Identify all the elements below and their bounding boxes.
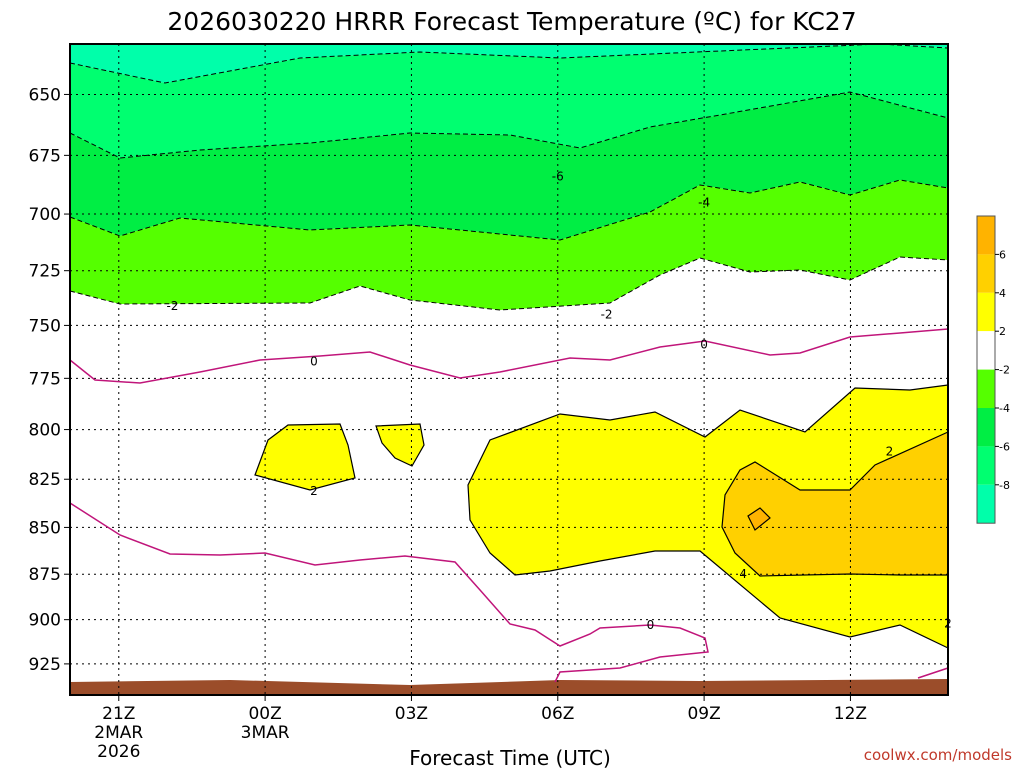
y-tick-label-3: 725: [29, 262, 61, 282]
fill-gt2-b: [376, 424, 424, 466]
y-tick-label-5: 775: [29, 369, 61, 389]
y-tick-label-6: 800: [29, 421, 61, 441]
y-tick-label-9: 875: [29, 565, 61, 585]
colorbar: 6 4 2 -2 -4 -6 -8: [976, 215, 1010, 524]
contour-label-2: -2: [166, 299, 178, 313]
contour-two-b: [375, 423, 425, 467]
x-tick-label-0-0: 21Z: [102, 704, 135, 724]
fill-gt2-a: [255, 424, 355, 490]
contour-minus4: [69, 179, 949, 241]
colorbar-bin-2: [977, 292, 995, 332]
x-axis-label: Forecast Time (UTC): [409, 746, 611, 768]
contour-label-4: 0: [310, 355, 318, 369]
x-tick-label-0-1: 2MAR: [94, 723, 143, 743]
contour-label-7: 2: [310, 484, 318, 498]
fill-minus6-minus4: [70, 92, 948, 240]
colorbar-label-3: -2: [999, 364, 1010, 377]
colorbar-label-2: 2: [999, 325, 1006, 338]
contour-zero-upper: [69, 328, 949, 384]
contour-label-3: -2: [601, 308, 613, 322]
contour-two-lines: [254, 384, 949, 649]
contour-two-c: [467, 384, 949, 649]
contour-label-5: 0: [700, 338, 708, 352]
colorbar-bin-6: [977, 446, 995, 485]
contour-minus2: [69, 256, 949, 311]
colorbar-bin-1: [977, 254, 995, 293]
contour-minus8: [69, 43, 949, 84]
fill-gt2-c: [468, 385, 948, 648]
fill-minus4-minus2: [70, 180, 948, 310]
colorbar-bin-5: [977, 408, 995, 447]
fill-minus8-minus6: [70, 44, 948, 158]
grid-lines: [70, 44, 948, 695]
contour-label-1: -4: [698, 195, 710, 209]
y-tick-label-1: 675: [29, 146, 61, 166]
y-tick-label-2: 700: [29, 205, 61, 225]
colorbar-label-0: 6: [999, 248, 1006, 261]
colorbar-bin-3: [977, 331, 995, 370]
credit-text: coolwx.com/models: [864, 746, 1012, 764]
y-tick-label-11: 925: [29, 655, 61, 675]
contour-four-lines: [721, 431, 949, 577]
contour-label-10: 4: [739, 567, 747, 581]
fill-lt-minus8: [70, 44, 948, 83]
contour-two-a: [254, 423, 356, 491]
plot-border: [69, 43, 949, 696]
contour-lines: [69, 43, 949, 683]
x-tick-label-2-0: 03Z: [395, 704, 428, 724]
y-tick-label-0: 650: [29, 85, 61, 105]
y-tick-label-10: 900: [29, 611, 61, 631]
contour-four-cell: [747, 507, 771, 531]
colorbar-bin-7: [977, 484, 995, 524]
contour-zero-lower: [69, 502, 709, 683]
colorbar-label-1: 4: [999, 287, 1006, 300]
colorbar-label-4: -4: [999, 402, 1010, 415]
chart-title: 2026030220 HRRR Forecast Temperature (ºC…: [167, 7, 856, 36]
y-axis: 650 675 700 725 750 775 800 825 850 875 900 925: [29, 85, 70, 675]
contour-minus6: [69, 91, 949, 159]
x-tick-label-4-0: 09Z: [687, 704, 720, 724]
y-tick-label-4: 750: [29, 316, 61, 336]
contour-four: [721, 431, 949, 577]
colorbar-bin-0: [977, 216, 995, 255]
y-tick-label-8: 850: [29, 518, 61, 538]
fill-gt4: [722, 432, 948, 576]
x-tick-label-1-1: 3MAR: [241, 723, 290, 743]
contour-zero-right: [917, 667, 949, 679]
colorbar-label-6: -8: [999, 479, 1010, 492]
contour-label-6: 0: [647, 618, 655, 632]
colorbar-bin-4: [977, 369, 995, 408]
terrain-fill: [70, 679, 948, 695]
x-tick-label-3-0: 06Z: [541, 704, 574, 724]
colorbar-label-5: -6: [999, 440, 1010, 453]
contour-label-8: 2: [886, 445, 894, 459]
x-tick-label-0-2: 2026: [97, 742, 140, 762]
contour-label-0: -6: [552, 170, 564, 184]
x-tick-label-5-0: 12Z: [834, 704, 867, 724]
y-tick-label-7: 825: [29, 470, 61, 490]
x-tick-label-1-0: 00Z: [248, 704, 281, 724]
